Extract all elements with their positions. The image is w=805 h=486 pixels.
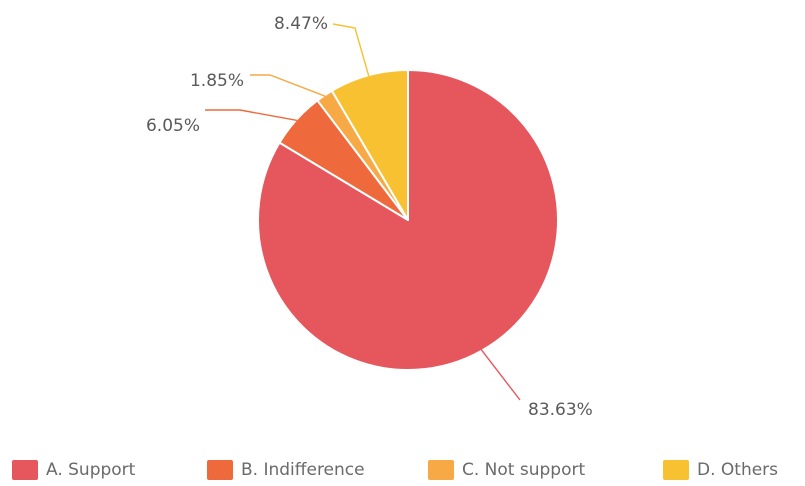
leader-line-a-support	[480, 349, 521, 401]
leader-line-d-others	[332, 23, 370, 77]
leader-line-c-not-support	[250, 74, 326, 97]
data-label-c-not-support: 1.85%	[190, 71, 244, 91]
legend-swatch-c-not-support	[428, 460, 454, 480]
legend-label-b-indifference: B. Indifference	[241, 460, 365, 480]
legend-swatch-d-others	[663, 460, 689, 480]
legend-item-a-support[interactable]: A. Support	[12, 460, 136, 480]
legend-label-d-others: D. Others	[697, 460, 778, 480]
legend-label-a-support: A. Support	[46, 460, 136, 480]
legend-swatch-b-indifference	[207, 460, 233, 480]
leader-lines	[205, 23, 521, 401]
leader-line-b-indifference	[205, 109, 298, 122]
slice-labels: 83.63% 6.05% 1.85% 8.47%	[146, 14, 593, 420]
legend-swatch-a-support	[12, 460, 38, 480]
legend-item-c-not-support[interactable]: C. Not support	[428, 460, 585, 480]
legend-item-d-others[interactable]: D. Others	[663, 460, 778, 480]
data-label-b-indifference: 6.05%	[146, 116, 200, 136]
legend-item-b-indifference[interactable]: B. Indifference	[207, 460, 365, 480]
data-label-a-support: 83.63%	[528, 400, 593, 420]
legend: A. Support B. Indifference C. Not support D…	[12, 460, 778, 480]
data-label-d-others: 8.47%	[274, 14, 328, 34]
pie-slices	[257, 69, 559, 371]
legend-label-c-not-support: C. Not support	[462, 460, 585, 480]
